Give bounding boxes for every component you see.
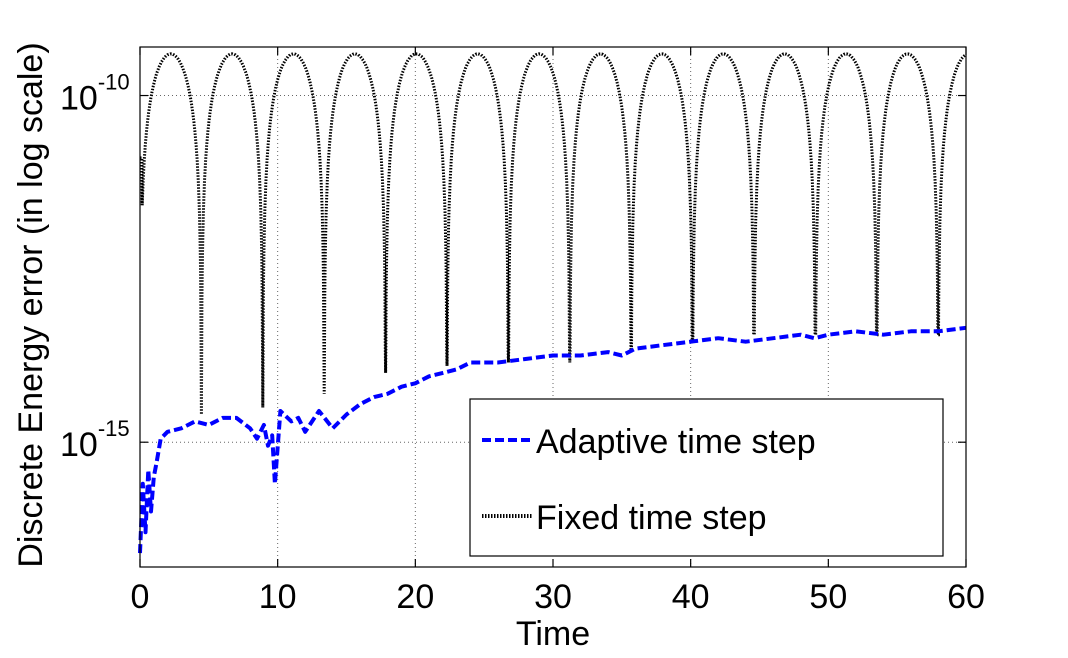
series-fixed-time-step [140,52,967,415]
x-tick-label: 40 [672,578,710,616]
series-adaptive-time-step [138,325,967,554]
x-tick-label: 50 [809,578,847,616]
adaptive-time-step-line [138,325,967,554]
x-axis-ticks: 0 10 20 30 40 50 60 [131,47,985,616]
x-tick-label: 10 [259,578,297,616]
y-tick-label: 10-15 [60,416,130,464]
x-tick-label: 20 [396,578,434,616]
y-axis-ticks: 10-15 10-10 [60,70,966,464]
y-tick-label: 10-10 [60,70,130,118]
x-tick-label: 30 [534,578,572,616]
x-tick-label: 0 [131,578,150,616]
legend-label-fixed: Fixed time step [536,499,767,537]
fixed-time-step-line [140,52,967,415]
x-tick-label: 60 [947,578,985,616]
legend: Adaptive time step Fixed time step [469,398,944,557]
legend-label-adaptive: Adaptive time step [536,423,816,461]
x-axis-label: Time [516,615,590,653]
legend-box [469,398,944,557]
y-axis-label: Discrete Energy error (in log scale) [12,42,50,567]
